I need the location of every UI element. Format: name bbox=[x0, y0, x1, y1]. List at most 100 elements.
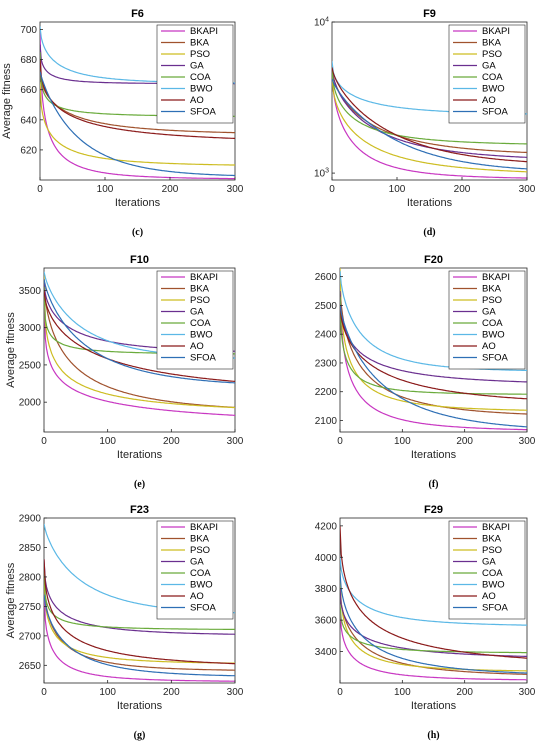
series-line-ao bbox=[44, 290, 235, 382]
x-tick-label: 200 bbox=[456, 687, 473, 698]
x-tick-label: 0 bbox=[337, 436, 343, 447]
chart-f20: 0 100 200 300 2100 2200 2300 2400 2500 2600 F20 Ite… bbox=[315, 254, 536, 490]
y-tick-label: 3600 bbox=[315, 616, 338, 627]
legend-entry-pso: PSO bbox=[190, 49, 210, 60]
x-tick-label: 300 bbox=[227, 184, 244, 195]
legend-entry-ga: GA bbox=[190, 61, 204, 72]
panel-label: (g) bbox=[134, 730, 146, 741]
legend-entry-ao: AO bbox=[482, 591, 496, 602]
y-tick-label: 680 bbox=[20, 55, 37, 66]
y-tick-label: 2900 bbox=[19, 514, 42, 525]
y-tick-label: 2700 bbox=[19, 631, 42, 642]
x-axis-label: Iterations bbox=[411, 700, 457, 712]
chart-title: F29 bbox=[424, 504, 443, 516]
y-tick-label: 2800 bbox=[19, 572, 42, 583]
x-tick-label: 200 bbox=[456, 436, 473, 447]
y-tick-label: 3000 bbox=[19, 323, 42, 334]
legend-entry-coa: COA bbox=[482, 72, 503, 83]
legend-entry-bwo: BWO bbox=[190, 84, 213, 95]
y-axis-label: Average fitness bbox=[5, 312, 17, 388]
series-group bbox=[340, 525, 527, 681]
legend-entry-coa: COA bbox=[482, 568, 503, 579]
legend-entry-ga: GA bbox=[190, 557, 204, 568]
y-tick-label: 2500 bbox=[19, 360, 42, 371]
x-tick-label: 100 bbox=[99, 687, 116, 698]
series-line-sfoa bbox=[44, 279, 235, 384]
series-line-sfoa bbox=[44, 594, 235, 677]
y-tick-label: 2000 bbox=[19, 398, 42, 409]
legend-entry-bka: BKA bbox=[482, 38, 502, 49]
y-tick-label: 2750 bbox=[19, 602, 42, 613]
chart-f9: 0 100 200 300 103 104 F9 Iterations (d) BKAPIBKAP… bbox=[314, 8, 536, 238]
series-group bbox=[340, 268, 527, 431]
legend-entry-bkapi: BKAPI bbox=[482, 272, 510, 283]
chart-title: F9 bbox=[423, 8, 436, 20]
legend-entry-bwo: BWO bbox=[190, 580, 213, 591]
y-tick-label: 4000 bbox=[315, 553, 338, 564]
legend-entry-bwo: BWO bbox=[190, 330, 213, 341]
series-line-bkapi bbox=[340, 276, 527, 431]
legend-box bbox=[156, 24, 234, 124]
x-tick-label: 300 bbox=[227, 687, 244, 698]
series-line-sfoa bbox=[40, 71, 235, 177]
legend-entry-pso: PSO bbox=[482, 545, 502, 556]
legend-entry-ao: AO bbox=[190, 95, 204, 106]
chart-f6: 0 100 200 300 620 640 660 680 700 F6 Iterations Ave… bbox=[1, 8, 244, 238]
panel-label: (f) bbox=[429, 479, 439, 490]
legend-entry-sfoa: SFOA bbox=[190, 353, 217, 364]
x-tick-label: 300 bbox=[519, 436, 536, 447]
x-tick-label: 300 bbox=[227, 436, 244, 447]
legend-entry-ga: GA bbox=[482, 61, 496, 72]
panel-label: (e) bbox=[134, 479, 145, 490]
legend-entry-sfoa: SFOA bbox=[482, 107, 509, 118]
series-line-bkapi bbox=[332, 67, 527, 179]
chart-title: F23 bbox=[130, 504, 149, 516]
y-tick-label: 2850 bbox=[19, 543, 42, 554]
x-tick-label: 100 bbox=[99, 436, 116, 447]
series-line-ao bbox=[332, 67, 527, 163]
legend-entry-ga: GA bbox=[190, 307, 204, 318]
series-line-bka bbox=[40, 71, 235, 134]
series-line-ao bbox=[40, 59, 235, 139]
legend-entry-sfoa: SFOA bbox=[482, 603, 509, 614]
legend-entry-pso: PSO bbox=[190, 295, 210, 306]
y-axis-label: Average fitness bbox=[1, 63, 13, 139]
series-line-ao bbox=[340, 305, 527, 400]
legend-entry-bkapi: BKAPI bbox=[482, 522, 510, 533]
x-tick-label: 0 bbox=[329, 184, 335, 195]
chart-f29: 0 100 200 300 3400 3600 3800 4000 4200 F29 Iterati… bbox=[315, 504, 536, 741]
x-tick-label: 200 bbox=[162, 184, 179, 195]
series-line-ao bbox=[340, 525, 527, 659]
legend-box bbox=[448, 270, 526, 370]
y-tick-label: 4200 bbox=[315, 521, 338, 532]
legend-box bbox=[156, 520, 234, 620]
x-tick-label: 300 bbox=[519, 687, 536, 698]
legend-entry-ao: AO bbox=[482, 341, 496, 352]
panel-label: (d) bbox=[423, 227, 435, 238]
series-line-ga bbox=[340, 290, 527, 383]
legend-entry-bka: BKA bbox=[190, 284, 210, 295]
x-axis-label: Iterations bbox=[117, 449, 163, 461]
y-tick-label: 2500 bbox=[315, 301, 338, 312]
series-line-bwo bbox=[340, 270, 527, 372]
series-line-bwo bbox=[340, 557, 527, 626]
series-line-pso bbox=[332, 74, 527, 173]
x-axis-label: Iterations bbox=[117, 700, 163, 712]
series-line-pso bbox=[44, 275, 235, 409]
x-tick-label: 200 bbox=[163, 687, 180, 698]
series-line-bka bbox=[44, 279, 235, 408]
x-tick-label: 300 bbox=[519, 184, 536, 195]
y-tick-label: 640 bbox=[20, 115, 37, 126]
series-line-sfoa bbox=[332, 78, 527, 170]
x-tick-label: 0 bbox=[41, 436, 47, 447]
y-tick-label: 3400 bbox=[315, 647, 338, 658]
chart-title: F20 bbox=[424, 254, 443, 266]
legend-entry-sfoa: SFOA bbox=[482, 353, 509, 364]
legend-entry-coa: COA bbox=[190, 568, 211, 579]
chart-title: F10 bbox=[130, 254, 149, 266]
